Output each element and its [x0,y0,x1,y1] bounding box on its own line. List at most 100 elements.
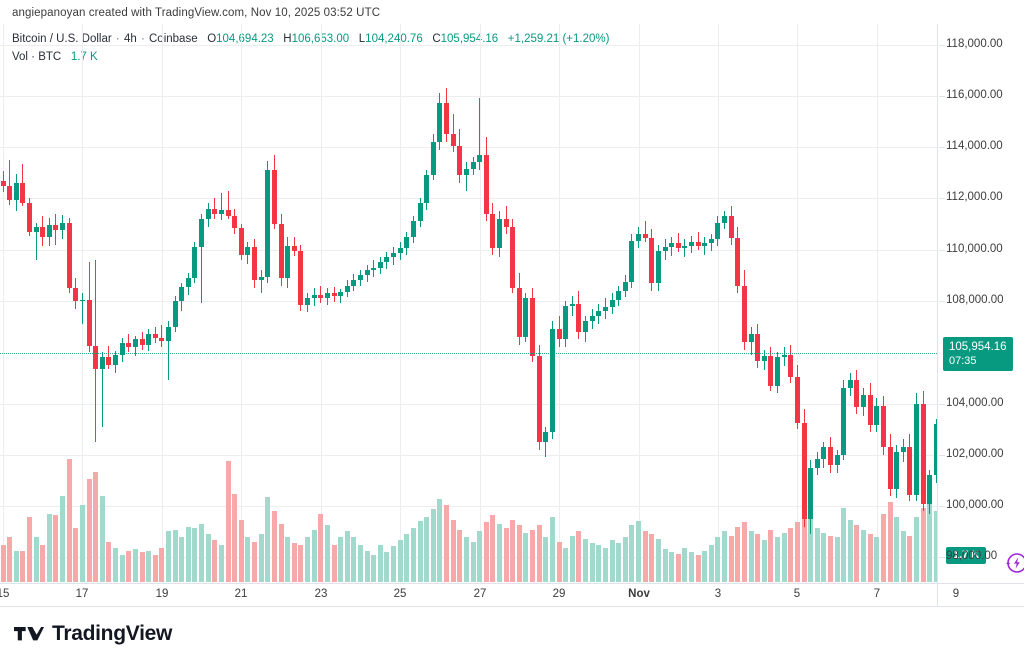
candlestick [669,24,675,583]
volume-bar [278,523,284,582]
time-scale[interactable]: 15 17 19 21 23 25 27 29 Nov 3 5 7 9 [0,583,1024,607]
volume-bar [642,531,648,582]
volume-bar [351,537,357,582]
candlestick [470,24,476,583]
volume-bar [556,541,562,582]
candlestick [874,24,880,583]
volume-bar [894,516,900,582]
candle-body [655,250,661,283]
time-tick-label: 7 [873,588,881,600]
volume-bar [768,529,774,582]
candle-body [821,447,827,459]
candlestick [794,24,800,583]
volume-bar [99,495,105,582]
volume-bar [46,513,52,582]
candle-body [602,307,608,312]
legend-interval[interactable]: 4h [123,33,137,45]
time-tick-label: 19 [155,588,169,600]
current-price-time: 07:35 [949,355,977,368]
candlestick [371,24,377,583]
candle-body [285,245,291,278]
candle-body [225,209,231,217]
volume-bar [887,501,893,582]
legend-exchange[interactable]: Coinbase [149,33,198,45]
candle-body [847,380,853,389]
grid-line-horizontal [0,45,937,46]
candle-wick [101,352,103,427]
volume-bar [695,555,701,582]
candle-body [549,329,555,432]
volume-bar [20,550,26,582]
candle-body [530,298,536,357]
volume-bar [814,528,820,582]
grid-line-horizontal [0,147,937,148]
candlestick [119,24,125,583]
grid-line-vertical [797,24,798,583]
candle-body [887,447,893,490]
candlestick [788,24,794,583]
candlestick [79,24,85,583]
price-tick-dash [939,198,945,200]
price-tick-label: 104,000.00 [939,397,1004,409]
volume-bar [212,540,218,582]
candle-body [642,234,648,239]
time-tick-label: 21 [234,588,248,600]
price-tick-label: 100,000.00 [939,499,1004,511]
candlestick [735,24,741,583]
candlestick [199,24,205,583]
candlestick [391,24,397,583]
candlestick [636,24,642,583]
candle-body [391,253,397,258]
volume-bar [311,529,317,582]
candle-body [185,277,191,287]
volume-bar [715,537,721,582]
candle-body [761,356,767,362]
candle-body [258,276,264,281]
volume-bar [463,537,469,582]
volume-bar [126,550,132,582]
chart-plot-area[interactable] [0,24,937,583]
volume-bar [688,552,694,582]
legend-symbol[interactable]: Bitcoin / U.S. Dollar [12,33,112,45]
candle-body [589,316,595,322]
legend-volume-value: 1.7 K [70,51,98,63]
candlestick [113,24,119,583]
candle-body [834,454,840,466]
candle-body [232,216,238,228]
grid-line-vertical [241,24,242,583]
volume-bar [271,510,277,582]
volume-bar [238,519,244,582]
volume-bar [424,516,430,582]
volume-bar [364,550,370,582]
volume-bar [583,538,589,582]
candle-body [119,343,125,355]
candlestick [357,24,363,583]
candlestick [523,24,529,583]
volume-bar [457,529,463,582]
candlestick [583,24,589,583]
candle-body [861,394,867,408]
candlestick [424,24,430,583]
volume-bar [417,521,423,582]
lightning-bolt-icon[interactable] [1004,551,1024,575]
candlestick [450,24,456,583]
candle-body [172,300,178,327]
time-tick-label: 29 [552,588,566,600]
candlestick [444,24,450,583]
candle-body [741,285,747,342]
candle-body [238,227,244,255]
volume-bar [490,515,496,582]
candlestick [13,24,19,583]
candlestick [781,24,787,583]
volume-bar [404,534,410,582]
price-scale[interactable]: 105,954.16 07:35 1.7 K 118,000.00 116,000… [937,24,1024,583]
legend-volume-label[interactable]: Vol · BTC [12,51,62,63]
candle-body [324,293,330,299]
candle-body [483,154,489,214]
price-tick-dash [939,454,945,456]
candle-body [126,343,132,348]
candle-body [60,222,66,231]
candle-body [278,224,284,278]
volume-bar [146,550,152,582]
candlestick [377,24,383,583]
